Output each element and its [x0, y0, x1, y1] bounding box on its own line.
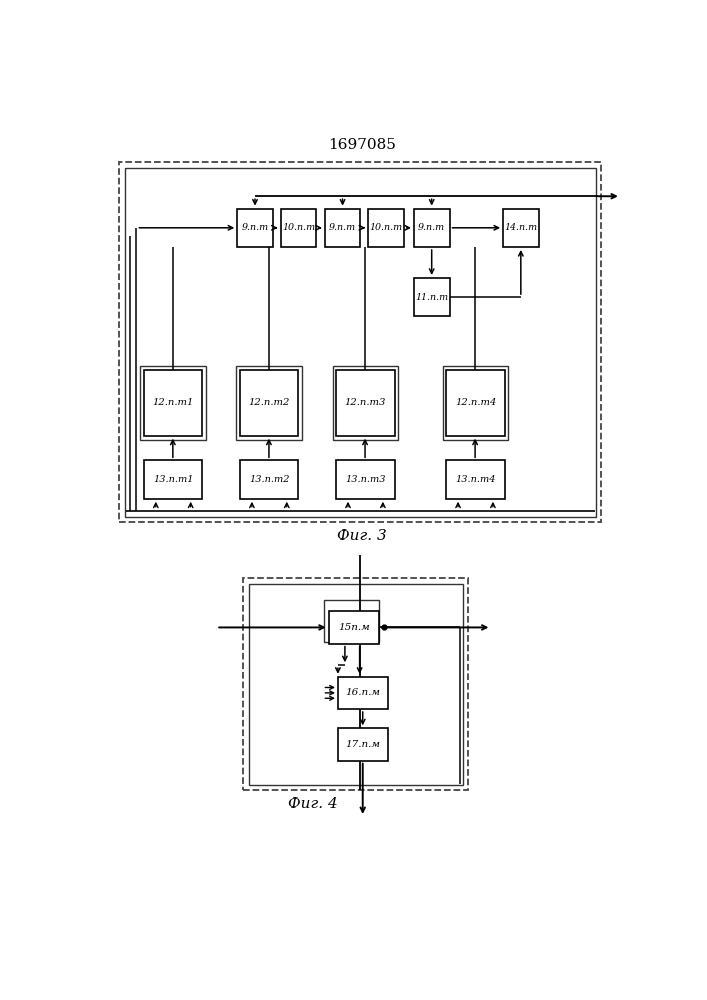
Bar [236, 366, 303, 440]
Bar [237, 209, 273, 247]
Text: 9.п.m: 9.п.m [241, 223, 269, 232]
Bar [125, 168, 596, 517]
Text: 17.п.м: 17.п.м [346, 740, 380, 749]
Bar [337, 370, 395, 436]
Bar [443, 366, 508, 440]
Bar [144, 460, 202, 499]
Bar [249, 584, 462, 785]
Text: 13.п.m3: 13.п.m3 [345, 475, 386, 484]
Text: 12.п.m4: 12.п.m4 [455, 398, 496, 407]
Bar [446, 460, 505, 499]
Text: 11.п.m: 11.п.m [415, 293, 448, 302]
Text: 13.п.m1: 13.п.m1 [153, 475, 194, 484]
Bar [144, 370, 202, 436]
Bar [337, 460, 395, 499]
Bar [119, 162, 602, 522]
Bar [503, 209, 539, 247]
Text: 13.п.m4: 13.п.m4 [455, 475, 496, 484]
Text: 12.п.m2: 12.п.m2 [249, 398, 290, 407]
Bar [240, 460, 298, 499]
Text: 10.п.m: 10.п.m [370, 223, 402, 232]
Bar [329, 611, 379, 644]
Bar [281, 209, 316, 247]
Text: 12.п.m1: 12.п.m1 [153, 398, 194, 407]
Bar [240, 370, 298, 436]
Text: 9.п.m: 9.п.m [329, 223, 356, 232]
Bar [324, 600, 379, 642]
Bar [446, 370, 505, 436]
Text: 9.п.m: 9.п.m [418, 223, 445, 232]
Bar [243, 578, 468, 790]
Text: 12.п.m3: 12.п.m3 [345, 398, 386, 407]
Text: Фиг. 4: Фиг. 4 [288, 797, 338, 811]
Text: 13.п.m2: 13.п.m2 [249, 475, 290, 484]
Bar [332, 366, 398, 440]
Bar [414, 278, 450, 316]
Text: 16.п.м: 16.п.м [346, 688, 380, 697]
Text: 15п.м: 15п.м [338, 623, 370, 632]
Text: 10.п.m: 10.п.m [282, 223, 315, 232]
Bar [140, 366, 206, 440]
Bar [368, 209, 404, 247]
Text: 14.п.m: 14.п.m [504, 223, 537, 232]
Text: Фиг. 3: Фиг. 3 [337, 529, 387, 543]
Bar [338, 728, 388, 761]
Bar [338, 677, 388, 709]
Bar [325, 209, 361, 247]
Bar [414, 209, 450, 247]
Text: 1697085: 1697085 [328, 138, 396, 152]
